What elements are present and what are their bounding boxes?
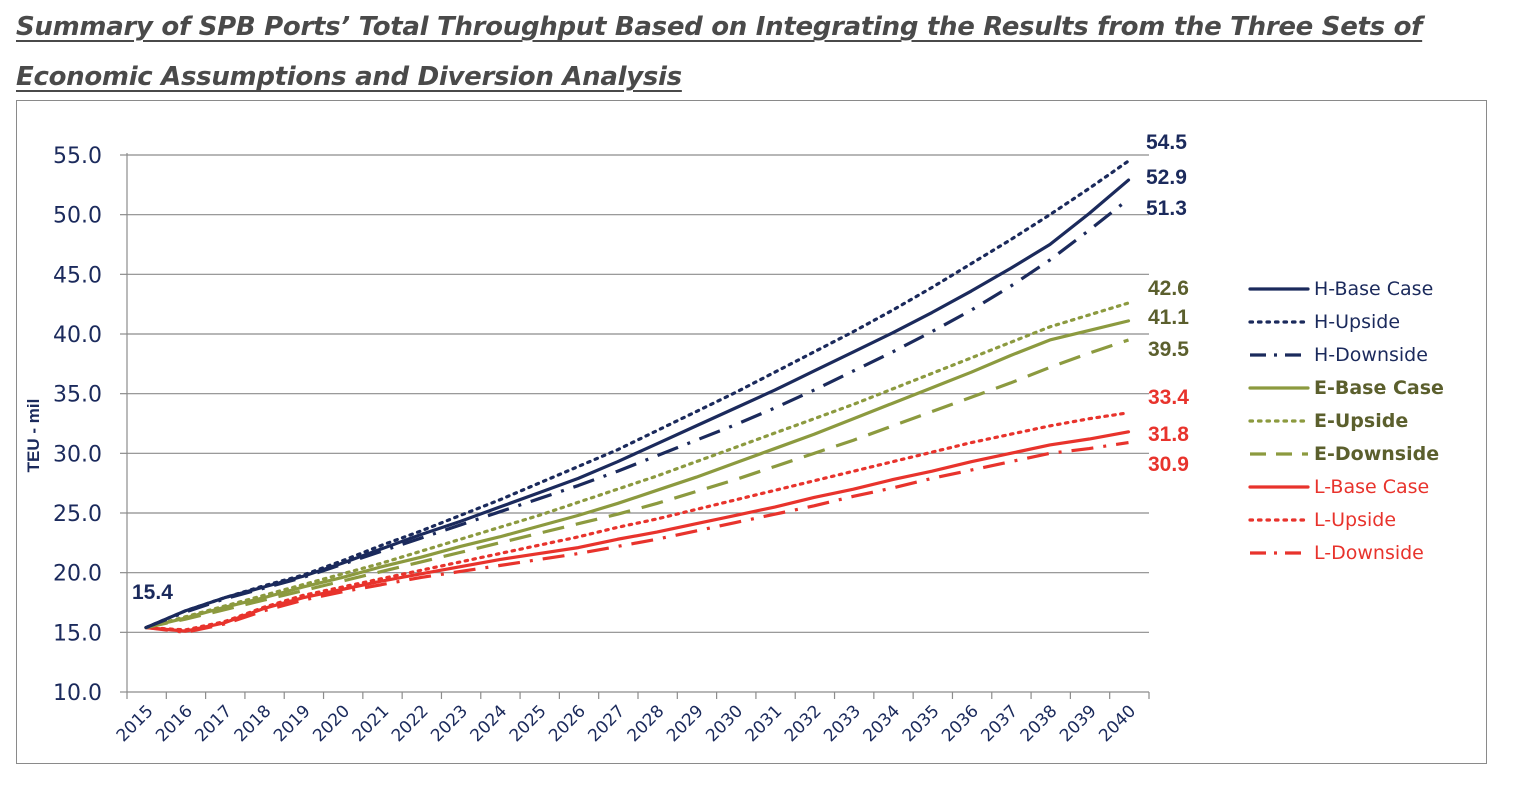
x-tick-label: 2024: [467, 701, 512, 746]
x-tick-label: 2021: [349, 701, 394, 746]
x-tick-label: 2031: [742, 701, 787, 746]
x-tick-label: 2037: [977, 701, 1022, 746]
legend-label: L-Base Case: [1314, 475, 1430, 498]
x-tick-label: 2020: [309, 701, 354, 746]
x-tick-label: 2017: [191, 701, 236, 746]
x-tick-label: 2039: [1056, 701, 1101, 746]
axes: 10.0 15.0 20.0 25.0 30.0 35.0 40.0 45.0 50.0 55.0…: [24, 144, 1150, 746]
legend-label: E-Base Case: [1314, 376, 1444, 399]
legend-item-e-downside[interactable]: E-Downside: [1248, 437, 1498, 470]
legend-item-h-upside[interactable]: H-Upside: [1248, 305, 1498, 338]
data-labels: 52.9 54.5 51.3 41.1 42.6 39.5 31.8 33.4 30.9 15.4: [132, 131, 1189, 604]
x-tick-label: 2036: [938, 701, 983, 746]
legend-swatch: [1250, 550, 1308, 555]
legend-label: H-Downside: [1314, 343, 1428, 366]
legend-label: H-Upside: [1314, 310, 1401, 333]
legend-label: L-Downside: [1314, 541, 1424, 564]
x-tick-label: 2018: [231, 701, 276, 746]
x-tick-label: 2038: [1017, 701, 1062, 746]
series-lines: [144, 159, 1131, 634]
series-line-l-downside: [145, 441, 1129, 634]
legend-item-l-upside[interactable]: L-Upside: [1248, 503, 1498, 536]
chart-legend: H-Base Case H-Upside H-Downside E-Base Case…: [1248, 272, 1498, 569]
series-line-h-base-case: [144, 178, 1131, 630]
x-tick-label: 2033: [820, 701, 865, 746]
x-tick-label: 2025: [506, 701, 551, 746]
series-line-h-upside: [144, 159, 1131, 630]
y-axis-title: TEU - mil: [24, 399, 43, 473]
x-tick-label: 2015: [113, 701, 158, 746]
series-line-e-upside: [144, 301, 1131, 630]
y-tick-label: 25.0: [53, 502, 102, 527]
series-line-h-downside: [145, 197, 1130, 630]
legend-swatch: [1248, 484, 1310, 489]
end-label-l-downside: 30.9: [1148, 453, 1189, 476]
end-label-h-downside: 51.3: [1146, 197, 1187, 220]
y-tick-label: 50.0: [53, 204, 102, 229]
legend-label: E-Upside: [1314, 409, 1409, 432]
legend-item-e-upside[interactable]: E-Upside: [1248, 404, 1498, 437]
legend-label: E-Downside: [1314, 442, 1440, 465]
end-label-e-upside: 42.6: [1148, 277, 1189, 300]
end-label-e-downside: 39.5: [1148, 338, 1189, 361]
x-tick-label: 2034: [860, 701, 905, 746]
y-tick-label: 10.0: [53, 681, 102, 706]
chart-title-line-2: Economic Assumptions and Diversion Analy…: [16, 62, 682, 92]
x-tick-label: 2019: [270, 701, 315, 746]
y-tick-label: 40.0: [53, 323, 102, 348]
x-tick-label: 2023: [427, 701, 472, 746]
legend-swatch: [1248, 385, 1310, 390]
legend-swatch: [1250, 352, 1308, 357]
legend-item-h-base-case[interactable]: H-Base Case: [1248, 272, 1498, 305]
x-tick-label: 2030: [702, 701, 747, 746]
y-tick-label: 55.0: [53, 144, 102, 169]
legend-swatch: [1248, 319, 1310, 324]
x-tick-label: 2029: [663, 701, 708, 746]
chart-title-line-1: Summary of SPB Ports’ Total Throughput B…: [16, 12, 1423, 42]
chart-title: Summary of SPB Ports’ Total Throughput B…: [16, 2, 1496, 102]
legend-item-h-downside[interactable]: H-Downside: [1248, 338, 1498, 371]
end-label-l-base-case: 31.8: [1148, 423, 1189, 446]
gridlines: [127, 154, 1149, 633]
end-label-l-upside: 33.4: [1148, 386, 1189, 409]
end-label-e-base-case: 41.1: [1148, 306, 1189, 329]
legend-swatch: [1248, 418, 1310, 423]
x-tick-label: 2040: [1095, 701, 1140, 746]
end-label-h-base-case: 52.9: [1146, 166, 1187, 189]
y-tick-label: 45.0: [53, 263, 102, 288]
legend-item-e-base-case[interactable]: E-Base Case: [1248, 371, 1498, 404]
series-line-l-base-case: [144, 430, 1131, 633]
legend-swatch: [1248, 517, 1310, 522]
y-tick-label: 30.0: [53, 442, 102, 467]
series-line-l-upside: [144, 411, 1131, 632]
y-tick-label: 20.0: [53, 562, 102, 587]
legend-label: L-Upside: [1314, 508, 1397, 531]
x-tick-label: 2016: [152, 701, 197, 746]
x-tick-label: 2035: [899, 701, 944, 746]
x-tick-label: 2026: [545, 701, 590, 746]
legend-item-l-base-case[interactable]: L-Base Case: [1248, 470, 1498, 503]
y-tick-label: 15.0: [53, 621, 102, 646]
legend-item-l-downside[interactable]: L-Downside: [1248, 536, 1498, 569]
x-tick-label: 2027: [584, 701, 629, 746]
legend-swatch: [1250, 451, 1308, 456]
series-line-e-downside: [145, 338, 1130, 630]
x-tick-label: 2022: [388, 701, 433, 746]
start-value-label: 15.4: [132, 581, 173, 604]
end-label-h-upside: 54.5: [1146, 131, 1187, 154]
y-tick-label: 35.0: [53, 383, 102, 408]
legend-label: H-Base Case: [1314, 277, 1434, 300]
x-tick-label: 2028: [624, 701, 669, 746]
series-line-e-base-case: [144, 319, 1131, 630]
legend-swatch: [1248, 286, 1310, 291]
chart-frame: [16, 100, 1487, 764]
x-tick-label: 2032: [781, 701, 826, 746]
